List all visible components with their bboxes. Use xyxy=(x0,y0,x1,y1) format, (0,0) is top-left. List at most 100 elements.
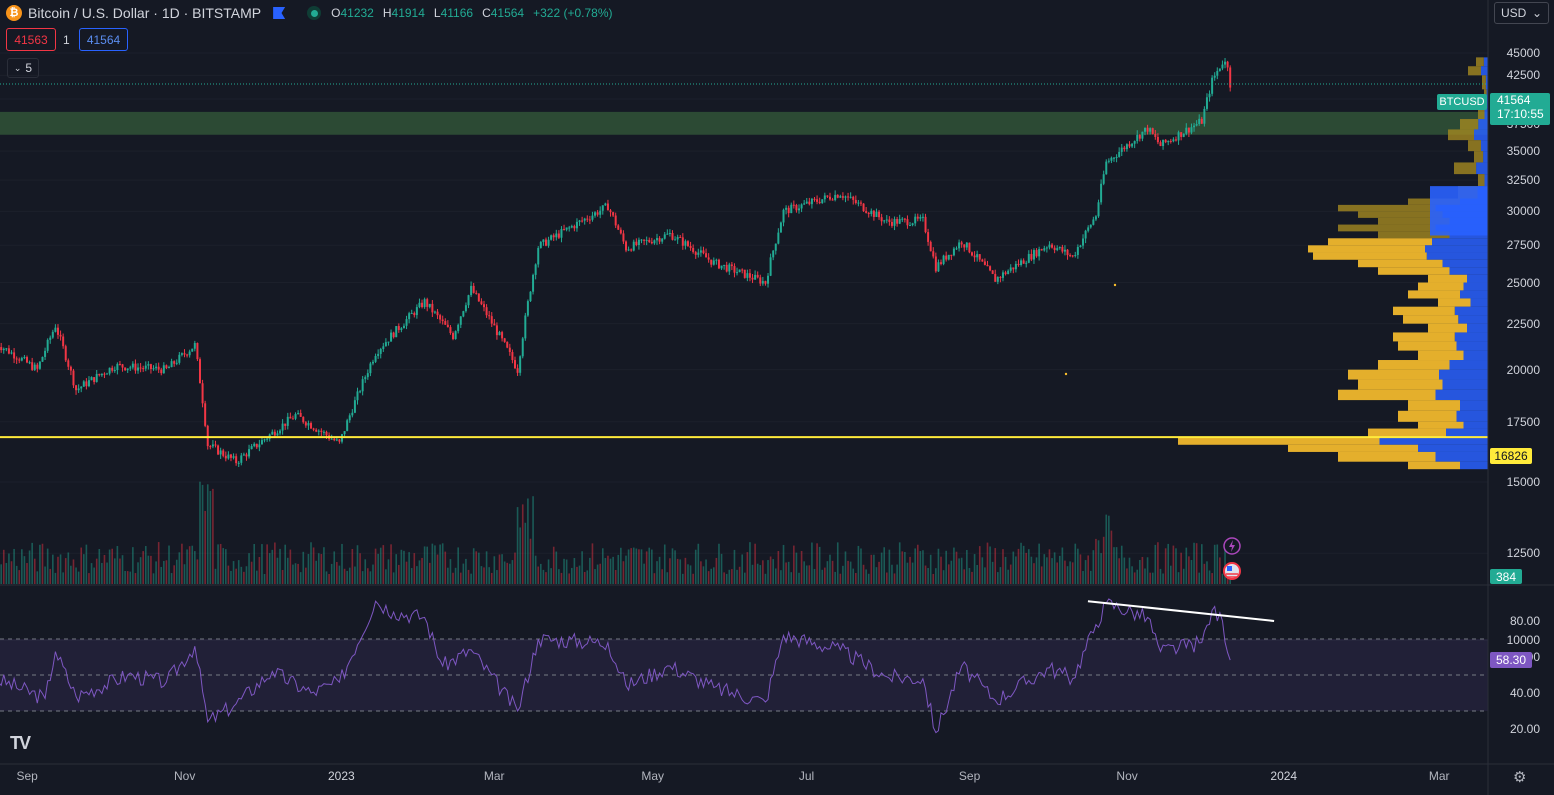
candle-body xyxy=(994,273,997,282)
volume-bar xyxy=(591,543,594,584)
volume-bar xyxy=(1038,543,1040,584)
candle-body xyxy=(666,233,669,235)
volume-bar xyxy=(385,569,387,584)
gear-icon[interactable]: ⚙ xyxy=(1513,769,1527,786)
candle-body xyxy=(1040,249,1043,251)
indicators-toggle[interactable]: ⌄ 5 xyxy=(7,58,39,78)
volume-bar xyxy=(8,553,10,584)
volume-bar xyxy=(348,567,351,584)
candle-body xyxy=(932,251,935,257)
volume-bar xyxy=(855,573,857,584)
time-tick: 2023 xyxy=(328,769,355,783)
candle-body xyxy=(462,311,465,317)
volume-bar xyxy=(960,557,963,584)
buy-button[interactable]: 41564 xyxy=(79,28,128,51)
volume-bar xyxy=(137,562,139,584)
candle-body xyxy=(1177,132,1180,141)
candle-body xyxy=(767,275,770,284)
candle-body xyxy=(1089,224,1092,228)
volume-bar xyxy=(787,561,790,584)
candle-body xyxy=(942,255,945,264)
vp-row-upper xyxy=(1476,57,1484,67)
volume-bar xyxy=(692,573,694,584)
flag-icon[interactable] xyxy=(273,7,286,19)
sell-button[interactable]: 41563 xyxy=(6,28,56,51)
currency-select[interactable]: USD ⌄ xyxy=(1494,2,1549,24)
volume-bar xyxy=(945,550,947,584)
volume-bar xyxy=(684,557,687,584)
candle-body xyxy=(126,368,129,371)
candle-body xyxy=(90,377,93,381)
price-tick: 30000 xyxy=(1506,204,1540,219)
volume-bar xyxy=(1022,545,1025,584)
volume-bar xyxy=(1133,572,1136,584)
volume-bar xyxy=(18,570,21,584)
candle-body xyxy=(792,204,795,206)
candle-body xyxy=(431,303,434,313)
volume-bar xyxy=(147,555,150,584)
volume-bar xyxy=(555,551,558,584)
candle-body xyxy=(1208,93,1211,98)
candle-body xyxy=(862,203,865,212)
volume-bar xyxy=(343,568,346,584)
tradingview-logo[interactable]: TV xyxy=(10,733,31,753)
volume-bar xyxy=(302,551,305,584)
order-quantity[interactable]: 1 xyxy=(63,33,70,47)
symbol-title[interactable]: Bitcoin / U.S. Dollar · 1D · BITSTAMP xyxy=(28,5,262,21)
volume-bar xyxy=(49,568,52,584)
candle-body xyxy=(697,252,700,255)
candle-body xyxy=(976,254,979,258)
volume-bar xyxy=(893,573,896,584)
candle-body xyxy=(59,334,62,337)
volume-bar xyxy=(139,557,142,584)
volume-bar xyxy=(935,568,937,584)
volume-bar xyxy=(537,566,540,584)
candle-body xyxy=(529,291,532,302)
candle-body xyxy=(859,202,862,204)
vp-row xyxy=(1418,444,1488,452)
candle-body xyxy=(26,357,28,363)
volume-bar xyxy=(645,551,648,584)
volume-bar xyxy=(2,549,5,584)
volume-bar xyxy=(113,558,116,584)
volume-bar xyxy=(405,561,408,584)
candle-body xyxy=(188,351,191,356)
candle-body xyxy=(779,222,782,233)
volume-bar xyxy=(661,569,663,584)
volume-bar xyxy=(436,554,439,584)
volume-bar xyxy=(1146,557,1149,584)
candle-body xyxy=(415,307,418,316)
volume-bar xyxy=(1206,561,1208,584)
volume-bar xyxy=(1046,557,1048,584)
candle-body xyxy=(237,462,240,464)
candle-body xyxy=(464,305,467,312)
volume-bar xyxy=(916,544,919,584)
candle-body xyxy=(95,373,98,382)
volume-bar xyxy=(235,568,237,584)
volume-bar xyxy=(359,553,361,584)
candle-body xyxy=(1187,127,1190,133)
candle-body xyxy=(472,285,475,293)
candle-body xyxy=(1172,139,1175,142)
volume-bar xyxy=(578,565,581,584)
volume-bar xyxy=(989,546,991,584)
candle-body xyxy=(387,341,390,343)
candle-body xyxy=(883,220,886,222)
candle-body xyxy=(821,199,824,204)
volume-bar xyxy=(186,549,188,584)
volume-bar xyxy=(286,557,289,584)
volume-bar xyxy=(377,553,379,584)
candle-body xyxy=(658,238,661,242)
candle-body xyxy=(681,237,684,246)
candle-body xyxy=(712,260,715,265)
volume-bar xyxy=(98,549,101,584)
support-resistance-zone[interactable] xyxy=(0,111,1488,135)
volume-bar xyxy=(1108,515,1110,584)
volume-bar xyxy=(503,561,506,584)
candle-body xyxy=(7,348,10,354)
candle-body xyxy=(717,259,720,269)
market-status-icon[interactable] xyxy=(307,6,322,20)
candle-body xyxy=(294,414,297,419)
volume-bar xyxy=(1066,566,1069,584)
